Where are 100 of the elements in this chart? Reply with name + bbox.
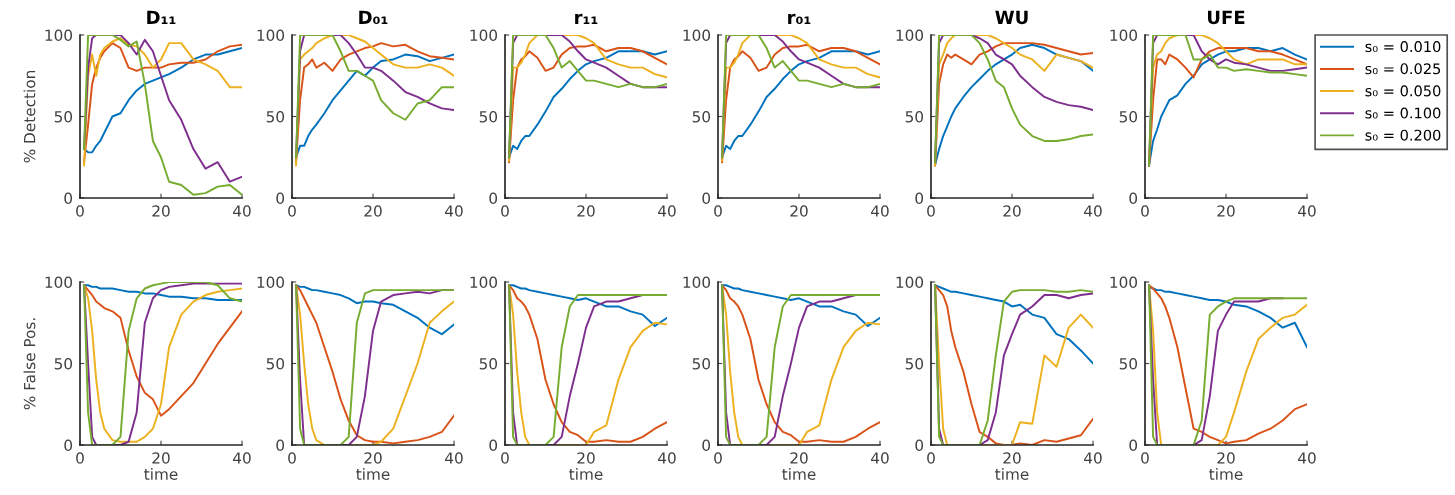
y-tick-label: 50	[54, 110, 73, 123]
y-tick-label: 0	[64, 439, 73, 452]
x-tick-label: 0	[927, 205, 935, 217]
y-tick-label: 100	[1110, 276, 1138, 289]
y-axis-title: % Detection	[23, 71, 36, 163]
y-tick-label: 0	[276, 439, 285, 452]
y-tick-label: 0	[1129, 439, 1138, 452]
x-tick-label: 0	[501, 205, 509, 217]
x-tick-label: 20	[577, 452, 595, 464]
y-tick-label: 50	[479, 110, 498, 123]
x-tick-label: 0	[288, 205, 296, 217]
line-series	[934, 284, 1093, 365]
y-tick-label: 100	[896, 276, 924, 289]
x-tick-label: 20	[364, 205, 382, 217]
legend-label: s₀ = 0.100	[1365, 107, 1441, 119]
y-tick-label: 50	[1119, 357, 1138, 370]
x-axis-title: time	[1209, 468, 1243, 480]
x-tick-label: 40	[1084, 452, 1102, 464]
legend-label: s₀ = 0.200	[1365, 129, 1441, 141]
x-tick-label: 40	[658, 205, 676, 217]
y-tick-label: 0	[276, 192, 285, 205]
x-tick-label: 40	[233, 452, 251, 464]
x-tick-label: 20	[1003, 452, 1021, 464]
x-tick-label: 40	[445, 452, 463, 464]
x-tick-label: 20	[152, 452, 170, 464]
line-series	[1148, 285, 1307, 349]
y-tick-label: 0	[915, 192, 924, 205]
legend-label: s₀ = 0.025	[1365, 63, 1441, 75]
x-tick-label: 40	[658, 452, 676, 464]
y-tick-label: 50	[1119, 110, 1138, 123]
x-tick-label: 40	[871, 205, 889, 217]
y-axis-title: % False Pos.	[23, 318, 36, 410]
x-tick-label: 40	[871, 452, 889, 464]
y-tick-label: 50	[266, 357, 285, 370]
x-tick-label: 0	[927, 452, 935, 464]
y-tick-label: 0	[702, 439, 711, 452]
chart-title: UFE	[1207, 10, 1245, 25]
y-tick-label: 50	[692, 110, 711, 123]
y-tick-label: 100	[470, 276, 498, 289]
x-tick-label: 40	[1298, 205, 1316, 217]
chart-title: D₀₁	[359, 10, 388, 25]
x-tick-label: 20	[152, 205, 170, 217]
line-series	[934, 284, 1093, 445]
chart-title: r₀₁	[788, 13, 811, 25]
line-series	[295, 284, 454, 445]
x-tick-label: 40	[1084, 205, 1102, 217]
y-tick-label: 50	[905, 357, 924, 370]
y-tick-label: 100	[470, 29, 498, 42]
y-tick-label: 100	[257, 29, 285, 42]
x-tick-label: 20	[1003, 205, 1021, 217]
chart-title: D₁₁	[147, 10, 176, 24]
y-tick-label: 100	[45, 276, 73, 289]
x-tick-label: 20	[1217, 452, 1235, 464]
x-axis-title: time	[995, 468, 1029, 480]
y-tick-label: 0	[1129, 192, 1138, 205]
line-series	[83, 284, 242, 301]
y-tick-label: 100	[896, 29, 924, 42]
y-tick-label: 0	[915, 439, 924, 452]
x-tick-label: 40	[1298, 452, 1316, 464]
x-tick-label: 0	[714, 205, 722, 217]
y-tick-label: 50	[692, 357, 711, 370]
x-tick-label: 0	[76, 205, 84, 217]
y-tick-label: 100	[683, 29, 711, 42]
y-tick-label: 100	[1110, 29, 1138, 42]
y-tick-label: 0	[489, 192, 498, 205]
legend-label: s₀ = 0.010	[1365, 41, 1441, 53]
line-series	[295, 284, 454, 336]
chart-title: WU	[995, 10, 1028, 25]
x-tick-label: 0	[288, 452, 296, 464]
x-tick-label: 40	[445, 205, 463, 217]
y-tick-label: 50	[905, 110, 924, 123]
x-tick-label: 20	[790, 452, 808, 464]
line-series	[508, 284, 667, 327]
y-tick-label: 50	[266, 110, 285, 123]
y-tick-label: 100	[257, 276, 285, 289]
x-tick-label: 20	[577, 205, 595, 217]
legend-label: s₀ = 0.050	[1365, 85, 1441, 97]
x-tick-label: 20	[790, 205, 808, 217]
y-tick-label: 0	[489, 439, 498, 452]
y-tick-label: 0	[702, 192, 711, 205]
x-tick-label: 0	[714, 452, 722, 464]
x-axis-title: time	[782, 468, 816, 480]
y-tick-label: 0	[64, 192, 73, 205]
x-axis-title: time	[356, 468, 390, 480]
line-series	[721, 284, 880, 327]
x-tick-label: 0	[501, 452, 509, 464]
x-tick-label: 40	[233, 205, 251, 217]
y-tick-label: 100	[683, 276, 711, 289]
x-tick-label: 20	[1217, 205, 1235, 217]
line-series	[83, 284, 242, 417]
x-tick-label: 0	[1141, 452, 1149, 464]
chart-title: r₁₁	[575, 13, 598, 24]
x-tick-label: 0	[1141, 205, 1149, 217]
y-tick-label: 100	[45, 29, 73, 42]
x-axis-title: time	[569, 468, 603, 480]
y-tick-label: 50	[54, 357, 73, 370]
y-tick-label: 50	[479, 357, 498, 370]
x-tick-label: 20	[364, 452, 382, 464]
x-tick-label: 0	[76, 452, 84, 464]
x-axis-title: time	[144, 468, 178, 480]
